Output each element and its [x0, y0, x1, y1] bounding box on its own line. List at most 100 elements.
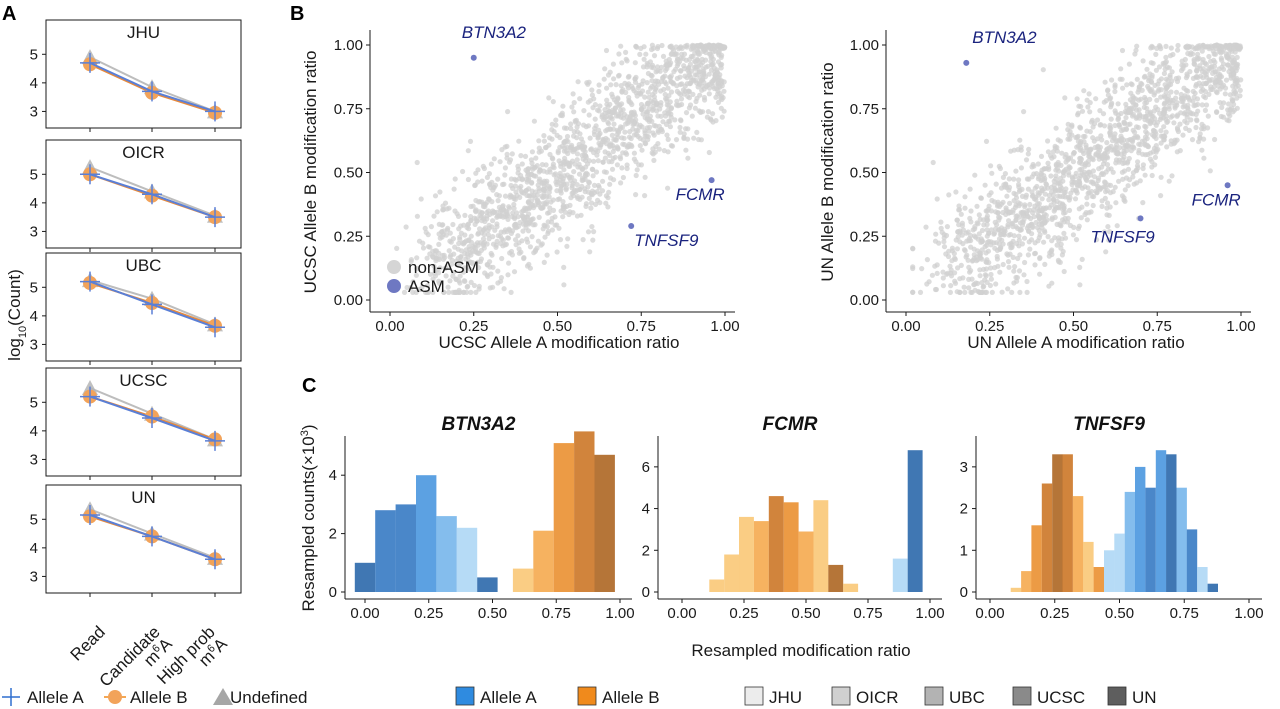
b-right-xlabel: UN Allele A modification ratio [967, 333, 1184, 352]
point-non-asm [1112, 82, 1118, 88]
point-non-asm [983, 259, 989, 265]
y-tick-label: 1.00 [850, 37, 879, 54]
y-tick-label: 2 [329, 526, 337, 543]
point-non-asm [1011, 280, 1017, 286]
point-non-asm [962, 194, 968, 200]
point-non-asm [505, 272, 511, 278]
point-non-asm [1096, 156, 1102, 162]
point-non-asm [468, 289, 474, 295]
point-non-asm [677, 81, 684, 88]
point-non-asm [1018, 165, 1024, 171]
point-non-asm [537, 176, 543, 182]
y-tick-label: 2 [960, 501, 968, 518]
point-non-asm [491, 156, 497, 162]
facet-title: UN [131, 488, 156, 507]
point-non-asm [1227, 106, 1233, 113]
center-swatch-ucsc [1012, 686, 1032, 706]
point-non-asm [1227, 113, 1233, 119]
point-non-asm [1107, 122, 1113, 128]
point-non-asm [1191, 58, 1197, 64]
point-non-asm [1231, 88, 1237, 94]
point-non-asm [1107, 182, 1114, 188]
point-non-asm [1104, 140, 1110, 146]
point-non-asm [1033, 197, 1039, 203]
point-non-asm [1212, 51, 1218, 57]
point-non-asm [1202, 107, 1208, 113]
point-non-asm [1199, 121, 1205, 127]
point-non-asm [482, 270, 488, 276]
point-non-asm [1116, 157, 1122, 163]
x-tick-label: 0.50 [791, 605, 820, 622]
point-non-asm [495, 268, 501, 274]
point-non-asm [1035, 209, 1041, 215]
hist-bar [828, 564, 844, 592]
point-non-asm [640, 64, 647, 70]
point-non-asm [579, 143, 585, 149]
point-non-asm [685, 93, 691, 99]
point-non-asm [1220, 47, 1226, 53]
y-tick-label: 0.75 [850, 101, 879, 118]
point-non-asm [1021, 109, 1027, 115]
point-non-asm [519, 176, 526, 182]
point-non-asm [1206, 77, 1212, 83]
panel-a-facets: JHU 3 4 5 OICR 3 4 5 UBC 3 4 5 UCSC 3 4 5 UN 3 4 5 [30, 19, 242, 597]
x-tick-label: 0.25 [1040, 605, 1069, 622]
hist-bar [1021, 571, 1032, 592]
point-non-asm [1155, 119, 1161, 125]
point-non-asm [1126, 61, 1132, 67]
point-non-asm [544, 252, 550, 258]
point-non-asm [1199, 68, 1206, 75]
point-non-asm [1213, 74, 1219, 80]
point-non-asm [938, 219, 944, 225]
point-non-asm [1048, 189, 1055, 195]
point-non-asm [1163, 129, 1169, 135]
point-non-asm [461, 269, 467, 275]
point-non-asm [1011, 268, 1017, 274]
point-non-asm [571, 109, 577, 115]
point-non-asm [547, 186, 553, 192]
point-non-asm [980, 284, 986, 290]
point-non-asm [1013, 274, 1019, 281]
hist-bar [533, 530, 554, 592]
point-non-asm [1074, 96, 1080, 102]
hist-bar [709, 579, 725, 592]
point-non-asm [552, 222, 558, 228]
point-non-asm [456, 226, 462, 232]
point-non-asm [1059, 252, 1065, 258]
point-non-asm [1162, 94, 1168, 100]
y-tick-label: 0 [960, 584, 968, 601]
point-non-asm [623, 49, 629, 56]
point-non-asm [1107, 130, 1113, 136]
point-non-asm [978, 289, 985, 295]
point-non-asm [414, 255, 420, 261]
point-non-asm [1025, 151, 1031, 157]
point-non-asm [453, 276, 459, 282]
point-non-asm [1215, 83, 1221, 89]
point-non-asm [678, 117, 684, 123]
point-non-asm [1119, 169, 1125, 175]
point-non-asm [624, 165, 630, 172]
point-non-asm [581, 108, 587, 114]
point-non-asm [1156, 64, 1163, 70]
point-non-asm [633, 74, 639, 80]
point-non-asm [664, 132, 670, 138]
point-non-asm [989, 170, 995, 176]
point-non-asm [957, 207, 963, 213]
point-non-asm [1230, 83, 1236, 89]
point-non-asm [1078, 103, 1084, 110]
point-non-asm [597, 103, 603, 109]
point-non-asm [1045, 149, 1051, 155]
point-non-asm [1072, 179, 1078, 185]
point-non-asm [420, 245, 427, 251]
point-non-asm [1094, 117, 1101, 123]
point-non-asm [678, 68, 684, 74]
point-non-asm [671, 69, 677, 75]
point-non-asm [440, 222, 446, 228]
point-non-asm [1009, 242, 1015, 248]
point-non-asm [977, 273, 983, 279]
point-non-asm [1219, 57, 1225, 63]
point-non-asm [1189, 137, 1196, 143]
point-non-asm [1063, 159, 1069, 165]
point-non-asm [414, 159, 420, 166]
point-non-asm [1078, 215, 1084, 221]
